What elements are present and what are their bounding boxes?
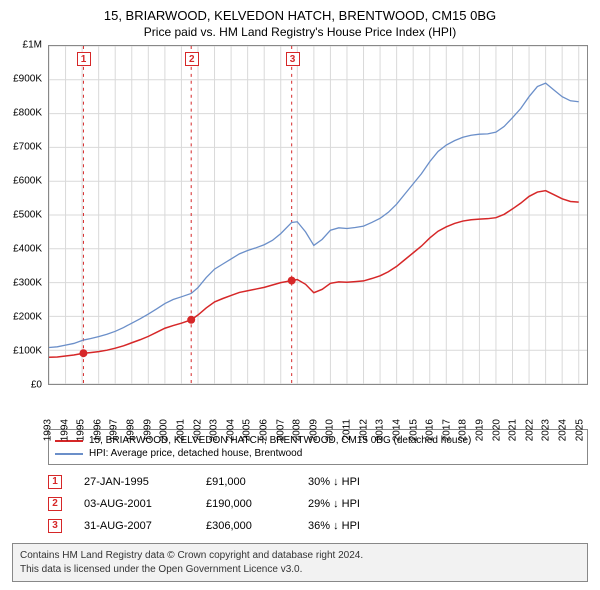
y-tick-label: £200K	[13, 312, 42, 323]
annotation-price: £190,000	[206, 498, 286, 510]
x-tick-label: 2012	[358, 419, 369, 441]
y-axis: £0£100K£200K£300K£400K£500K£600K£700K£80…	[0, 45, 46, 385]
annotation-delta: 30% ↓ HPI	[308, 476, 408, 488]
x-tick-label: 2016	[425, 419, 436, 441]
sale-annotations: 1 27-JAN-1995 £91,000 30% ↓ HPI 2 03-AUG-2001…	[48, 471, 588, 537]
y-tick-label: £700K	[13, 142, 42, 153]
x-tick-label: 2020	[491, 419, 502, 441]
x-tick-label: 1997	[109, 419, 120, 441]
annotation-delta: 29% ↓ HPI	[308, 498, 408, 510]
annotation-marker: 2	[48, 497, 62, 511]
annotation-price: £306,000	[206, 520, 286, 532]
x-tick-label: 2023	[541, 419, 552, 441]
annotation-row: 3 31-AUG-2007 £306,000 36% ↓ HPI	[48, 515, 588, 537]
x-tick-label: 2011	[342, 419, 353, 441]
annotation-price: £91,000	[206, 476, 286, 488]
x-tick-label: 2002	[192, 419, 203, 441]
annotation-delta: 36% ↓ HPI	[308, 520, 408, 532]
x-tick-label: 2024	[558, 419, 569, 441]
x-tick-label: 2015	[408, 419, 419, 441]
annotation-row: 2 03-AUG-2001 £190,000 29% ↓ HPI	[48, 493, 588, 515]
plot-area: 1 2 3	[48, 45, 588, 385]
y-tick-label: £900K	[13, 74, 42, 85]
x-tick-label: 2009	[308, 419, 319, 441]
x-tick-label: 2007	[275, 419, 286, 441]
y-tick-label: £1M	[23, 40, 42, 51]
x-tick-label: 1993	[43, 419, 54, 441]
x-axis: 1993199419951996199719981999200020012002…	[48, 387, 588, 425]
annotation-date: 03-AUG-2001	[84, 498, 184, 510]
legend-label: HPI: Average price, detached house, Bren…	[89, 448, 302, 459]
annotation-date: 27-JAN-1995	[84, 476, 184, 488]
x-tick-label: 1998	[126, 419, 137, 441]
x-tick-label: 1994	[59, 419, 70, 441]
y-tick-label: £300K	[13, 278, 42, 289]
x-tick-label: 2018	[458, 419, 469, 441]
chart-title-line1: 15, BRIARWOOD, KELVEDON HATCH, BRENTWOOD…	[0, 8, 600, 23]
x-tick-label: 2010	[325, 419, 336, 441]
x-tick-label: 2003	[209, 419, 220, 441]
annotation-marker: 3	[48, 519, 62, 533]
y-tick-label: £0	[31, 380, 42, 391]
y-tick-label: £400K	[13, 244, 42, 255]
annotation-marker: 1	[48, 475, 62, 489]
x-tick-label: 2019	[475, 419, 486, 441]
y-tick-label: £500K	[13, 210, 42, 221]
x-tick-label: 1999	[142, 419, 153, 441]
x-tick-label: 2001	[175, 419, 186, 441]
legend-swatch	[55, 453, 83, 455]
sale-marker-3: 3	[286, 52, 300, 66]
chart-title-line2: Price paid vs. HM Land Registry's House …	[0, 25, 600, 39]
x-tick-label: 1995	[76, 419, 87, 441]
x-tick-label: 2008	[292, 419, 303, 441]
footer-attribution: Contains HM Land Registry data © Crown c…	[12, 543, 588, 582]
legend-item: HPI: Average price, detached house, Bren…	[55, 447, 581, 460]
x-tick-label: 1996	[92, 419, 103, 441]
y-tick-label: £800K	[13, 108, 42, 119]
x-tick-label: 2013	[375, 419, 386, 441]
x-tick-label: 2025	[574, 419, 585, 441]
x-tick-label: 2014	[391, 419, 402, 441]
y-tick-label: £100K	[13, 346, 42, 357]
footer-line2: This data is licensed under the Open Gov…	[20, 563, 580, 577]
x-tick-label: 2005	[242, 419, 253, 441]
x-tick-label: 2006	[259, 419, 270, 441]
x-tick-label: 2004	[225, 419, 236, 441]
annotation-date: 31-AUG-2007	[84, 520, 184, 532]
y-tick-label: £600K	[13, 176, 42, 187]
x-tick-label: 2000	[159, 419, 170, 441]
sale-marker-1: 1	[77, 52, 91, 66]
x-tick-label: 2022	[524, 419, 535, 441]
x-tick-label: 2017	[441, 419, 452, 441]
chart-title-block: 15, BRIARWOOD, KELVEDON HATCH, BRENTWOOD…	[0, 0, 600, 45]
chart-area: £0 £100K £200K £300K £400K £500K £600K £700K £80…	[0, 45, 600, 425]
annotation-row: 1 27-JAN-1995 £91,000 30% ↓ HPI	[48, 471, 588, 493]
footer-line1: Contains HM Land Registry data © Crown c…	[20, 549, 580, 563]
x-tick-label: 2021	[508, 419, 519, 441]
sale-marker-2: 2	[185, 52, 199, 66]
